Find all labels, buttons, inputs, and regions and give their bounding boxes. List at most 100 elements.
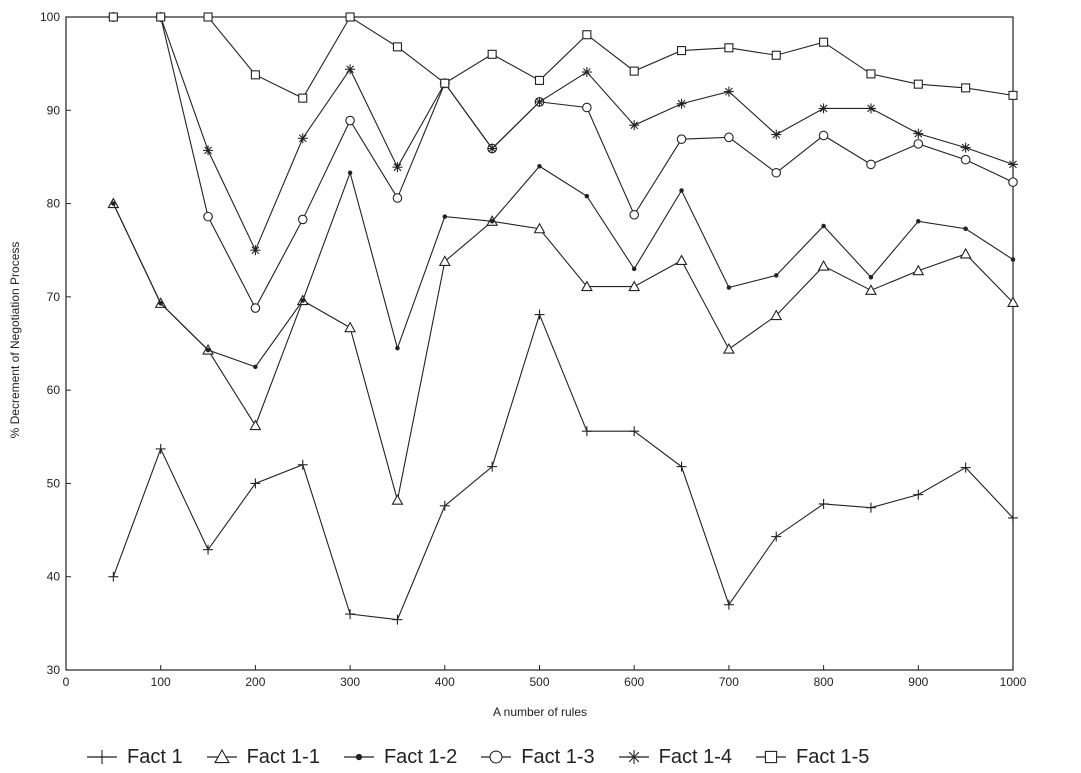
y-tick-label: 100 [40,10,60,24]
data-point-fact-1-2 [300,298,305,303]
data-point-fact-1 [155,443,166,454]
x-tick-label: 800 [814,675,834,689]
legend-marker-fact-1-4 [618,750,649,764]
legend-marker-fact-1 [87,750,117,764]
data-point-fact-1-3 [960,154,971,165]
data-point-fact-1-5 [676,46,687,56]
data-point-fact-1 [203,544,214,555]
data-point-fact-1-1 [770,309,783,321]
data-point-fact-1-2 [774,273,779,278]
data-point-fact-1-1 [722,342,735,354]
data-point-fact-1-4 [203,145,214,156]
data-point-fact-1 [487,461,498,472]
data-point-fact-1-5 [298,93,308,103]
data-point-fact-1-5 [345,12,355,22]
data-point-fact-1-5 [629,66,639,76]
data-point-fact-1-4 [487,143,498,154]
legend-item-fact-1-2: Fact 1-2 [342,746,457,769]
y-axis-title: % Decrement of Negotiation Process [8,242,22,439]
y-tick-label: 30 [47,663,61,677]
data-point-fact-1-3 [1008,177,1018,187]
data-point-fact-1-2 [111,201,116,206]
data-point-fact-1-3 [818,130,829,141]
legend-symbol-fact-1-3 [489,750,503,764]
legend-item-fact-1-4: Fact 1-4 [617,746,732,769]
data-point-fact-1-5 [440,78,450,88]
data-point-fact-1-5 [250,70,260,80]
series-line-fact-1-5 [113,16,1014,99]
series-fact-1-1 [107,197,1019,505]
x-tick-label: 0 [63,675,70,689]
legend-marker-fact-1-1 [206,748,237,764]
data-point-fact-1 [439,500,450,511]
x-tick-label: 1000 [1000,675,1027,689]
line-chart: 0 100 200 300 400 500 600 700 800 900 1000 30 40 50 60… [8,10,1027,719]
y-tick-label: 60 [47,383,61,397]
data-point-fact-1 [250,478,261,489]
data-point-fact-1 [960,462,971,473]
data-point-fact-1-3 [724,132,734,143]
data-point-fact-1-5 [108,12,118,22]
x-tick-label: 700 [719,675,739,689]
data-point-fact-1-4 [913,128,924,139]
series-line-fact-1 [112,312,1014,621]
data-point-fact-1-4 [1008,159,1018,170]
data-point-fact-1-2 [726,285,732,290]
x-tick-label: 900 [908,675,928,689]
data-point-fact-1-2 [916,219,921,224]
data-point-fact-1-3 [250,303,261,313]
data-point-fact-1 [297,459,308,470]
series-line-fact-1-4 [113,16,1014,252]
data-point-fact-1-2 [537,164,542,169]
data-point-fact-1 [108,571,119,582]
data-point-fact-1-2 [631,266,637,272]
axes: 0 100 200 300 400 500 600 700 800 900 1000 30 40 50 60… [40,10,1027,689]
data-point-fact-1-3 [582,102,592,113]
data-point-fact-1 [534,309,545,320]
data-point-fact-1-4 [250,245,261,256]
legend-symbol-fact-1-1 [213,748,230,764]
data-point-fact-1-5 [866,69,876,79]
data-point-fact-1-3 [866,159,876,170]
data-point-fact-1-4 [345,64,356,75]
data-point-fact-1-3 [203,211,213,222]
legend: Fact 1 Fact 1-1 Fact 1-2 Fact 1-3 Fact 1-4 Fa… [85,743,1075,771]
data-point-fact-1-3 [771,167,782,178]
data-point-fact-1-5 [913,79,923,89]
data-point-fact-1-2 [868,275,874,280]
data-point-fact-1-5 [156,12,166,22]
data-point-fact-1-5 [487,49,497,59]
data-point-fact-1-2 [963,226,968,232]
data-point-fact-1-4 [818,103,829,114]
data-point-fact-1-2 [395,345,400,351]
data-point-fact-1-4 [581,67,592,78]
data-point-fact-1-1 [912,264,925,276]
data-point-fact-1-1 [391,494,404,505]
data-point-fact-1-1 [438,255,451,266]
data-point-fact-1-2 [821,223,826,229]
data-point-fact-1-1 [533,222,546,234]
legend-item-fact-1-3: Fact 1-3 [479,746,595,769]
data-point-fact-1-2 [489,219,495,224]
data-point-fact-1-5 [582,30,592,40]
data-point-fact-1-1 [959,247,972,259]
x-tick-label: 300 [340,675,360,689]
data-point-fact-1 [771,531,782,542]
data-point-fact-1 [865,502,876,513]
data-point-fact-1-1 [628,280,641,292]
legend-item-fact-1-5: Fact 1-5 [754,746,869,769]
legend-marker-fact-1-2 [343,753,374,761]
data-point-fact-1 [676,461,687,472]
series-line-fact-1-2 [112,165,1014,368]
data-point-fact-1-5 [724,43,734,53]
series-line-fact-1-3 [113,16,1014,310]
x-tick-label: 200 [245,675,265,689]
data-point-fact-1-4 [676,98,687,109]
data-point-fact-1-5 [392,42,403,52]
x-axis-title: A number of rules [493,705,587,719]
data-point-fact-1-5 [534,75,545,85]
data-point-fact-1-3 [392,193,403,203]
data-point-fact-1-1 [1007,296,1019,308]
y-tick-label: 80 [47,197,61,211]
data-point-fact-1-4 [865,103,876,114]
